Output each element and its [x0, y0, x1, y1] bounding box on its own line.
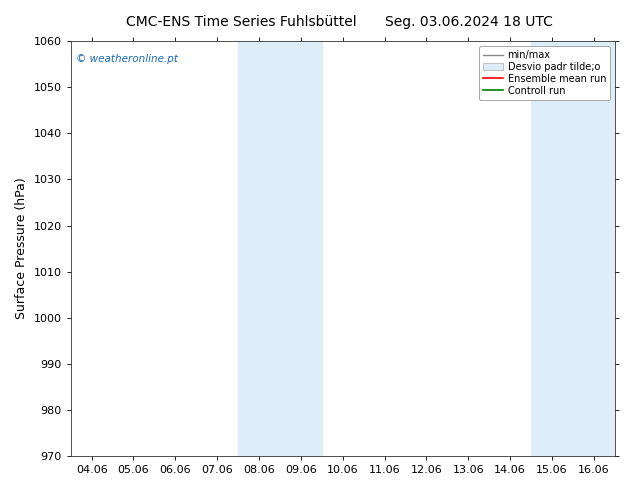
- Bar: [531, 41, 615, 456]
- Legend: min/max, Desvio padr tilde;o, Ensemble mean run, Controll run: min/max, Desvio padr tilde;o, Ensemble m…: [479, 46, 610, 99]
- Text: Seg. 03.06.2024 18 UTC: Seg. 03.06.2024 18 UTC: [385, 15, 553, 29]
- Y-axis label: Surface Pressure (hPa): Surface Pressure (hPa): [15, 178, 28, 319]
- Text: CMC-ENS Time Series Fuhlsbüttel: CMC-ENS Time Series Fuhlsbüttel: [126, 15, 356, 29]
- Text: © weatheronline.pt: © weatheronline.pt: [76, 54, 178, 64]
- Bar: [238, 41, 322, 456]
